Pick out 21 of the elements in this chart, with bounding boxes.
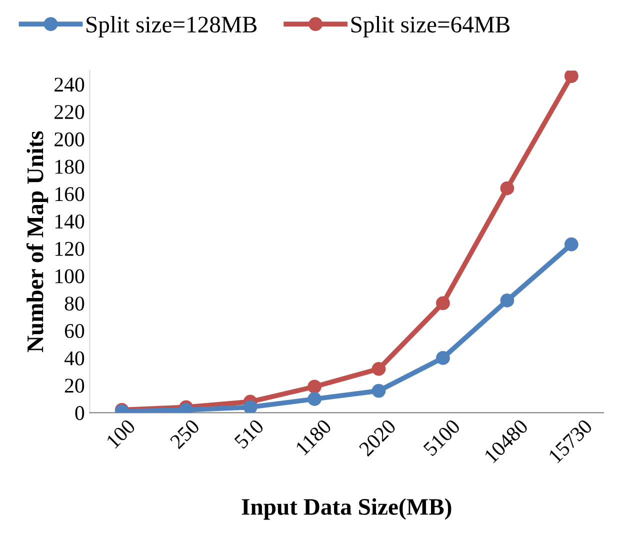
y-tick-label: 160 — [55, 187, 84, 202]
y-axis-title: Number of Map Units — [26, 131, 48, 352]
y-tick-label: 60 — [64, 324, 84, 338]
y-tick-label: 80 — [64, 296, 84, 311]
legend-label: Split size=64MB — [351, 16, 510, 38]
y-tick-label: 220 — [54, 105, 84, 120]
y-tick-label: 140 — [55, 214, 84, 229]
y-tick-label: 120 — [55, 242, 84, 256]
y-tick-label: 20 — [64, 378, 84, 393]
x-tick-label: 250 — [169, 418, 200, 450]
y-tick-label: 100 — [55, 269, 84, 284]
x-tick-label: 1180 — [295, 418, 332, 456]
legend-label: Split size=128MB — [86, 16, 257, 38]
x-axis-title: Input Data Size(MB) — [242, 498, 452, 520]
y-tick-label: 0 — [75, 406, 84, 420]
x-tick-label: 100 — [106, 418, 136, 449]
x-tick-label: 510 — [234, 418, 264, 450]
y-tick-label: 180 — [55, 160, 84, 174]
y-tick-label: 40 — [64, 351, 84, 366]
y-tick-label: 240 — [54, 78, 84, 92]
y-tick-label: 200 — [54, 132, 84, 146]
